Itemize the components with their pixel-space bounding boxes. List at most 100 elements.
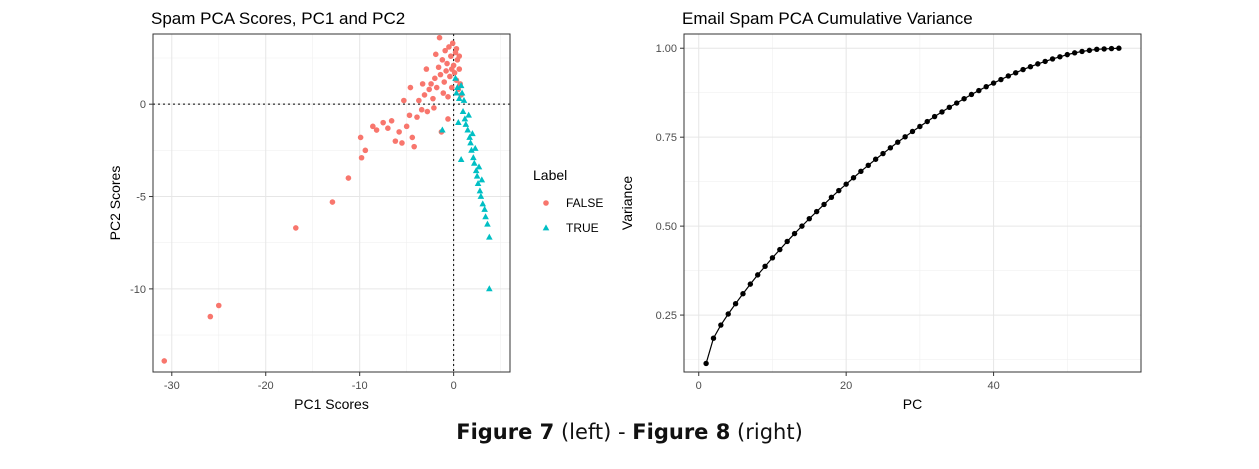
point-true [458,89,466,96]
point-true [453,89,460,96]
point-true [474,180,482,187]
point-true [465,111,472,118]
y-tick-label: 0.75 [656,132,677,144]
point-true [476,187,484,194]
variance-point [806,215,813,222]
variance-point [843,181,849,187]
point-true [457,155,465,162]
point-false [449,40,456,47]
caption-figure8: Figure 8 [632,420,731,444]
variance-point [732,300,739,307]
legend-key-true [542,224,550,231]
point-false [437,71,444,78]
variance-point [1071,50,1078,56]
variance-point [718,322,724,328]
cumulative-variance-line-chart: 0 20 40 0.25 0.50 0.75 1.00 Email Spam PCA Cumu… [619,9,1142,412]
x-tick-label: -30 [164,380,180,392]
variance-point [1079,48,1085,55]
point-false [423,66,430,72]
point-false [426,86,433,93]
point-false [403,123,410,130]
variance-point [1057,54,1063,60]
variance-point [954,100,960,106]
point-false [435,64,442,71]
y-axis-title: PC2 Scores [107,166,123,241]
point-false [424,108,431,115]
point-true [477,192,485,199]
variance-point [725,311,731,317]
point-true [482,213,489,220]
point-false [358,154,365,161]
point-false [207,313,214,320]
variance-point [799,223,805,229]
point-false [399,140,405,146]
point-true [470,154,477,161]
point-false [436,34,443,41]
point-false [431,105,437,111]
variance-point [1101,46,1107,52]
point-true [467,139,474,146]
point-false [385,125,391,131]
variance-point [1049,56,1056,62]
point-false [215,302,222,309]
variance-point [710,335,717,341]
point-true [466,133,473,140]
point-false [432,75,438,82]
variance-point [747,281,754,287]
variance-point [939,109,945,115]
variance-point [813,208,820,215]
variance-point [769,255,776,261]
legend-label-true: TRUE [566,221,599,235]
variance-point [976,87,982,94]
variance-point [968,91,975,98]
point-false [419,81,426,87]
point-false [406,112,413,119]
variance-point [1005,73,1012,79]
variance-point [895,139,901,145]
point-true [486,285,493,292]
variance-point [931,113,938,120]
variance-point [909,128,916,135]
point-false [432,51,439,58]
figure-caption: Figure 7 (left) - Figure 8 (right) [0,420,1259,444]
point-false [441,79,448,85]
point-false [357,134,364,141]
point-false [430,95,436,102]
point-false [392,138,399,144]
caption-left-text: (left) - [554,420,633,444]
point-true [464,126,472,133]
point-false [448,84,455,91]
variance-point [1086,47,1093,54]
panel-border [152,33,511,373]
variance-point [872,156,879,162]
point-true [461,115,469,122]
variance-point [1108,45,1115,52]
variance-point [880,150,886,157]
point-false [416,97,422,104]
point-true [462,120,470,127]
variance-point [1042,58,1048,65]
point-true [478,176,486,183]
point-false [409,134,416,141]
point-true [484,220,491,227]
caption-figure7: Figure 7 [456,420,555,444]
y-tick-label: 1.00 [656,43,677,55]
variance-point [924,118,930,125]
variance-point [858,168,864,175]
point-false [421,92,428,98]
point-false [370,123,376,130]
panel-border [683,33,1142,373]
point-false [445,93,451,100]
point-false [414,114,420,120]
variance-point [755,272,761,278]
point-true [486,233,493,240]
x-tick-label: 40 [987,380,999,392]
variance-point [703,360,709,367]
x-tick-label: -20 [258,380,274,392]
point-true [454,83,461,90]
point-true [439,126,446,133]
point-false [329,199,336,205]
point-false [293,225,299,231]
variance-point [777,246,783,253]
